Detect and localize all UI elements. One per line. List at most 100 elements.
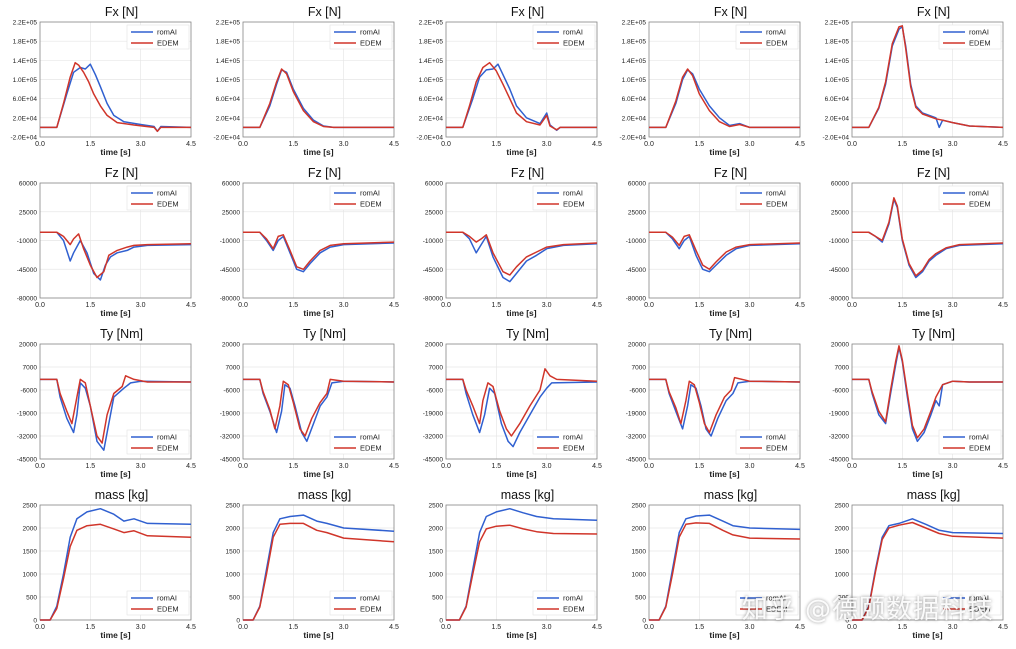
y-tick-label: 2.0E+04 [419, 115, 444, 122]
x-tick-label: 4.5 [592, 141, 602, 148]
x-tick-label: 3.0 [136, 624, 146, 631]
chart-title: Fx [N] [511, 5, 544, 19]
legend-box [329, 590, 393, 616]
plot-frame [242, 21, 395, 138]
y-tick-label: -10000 [626, 238, 647, 245]
chart-title: Ty [Nm] [303, 327, 346, 341]
y-tick-label: -32000 [423, 434, 444, 441]
series-line-edem [852, 521, 1004, 621]
chart-panel: Ty [Nm] 20000 7000 -6000 -19000 -32000 -45000 0… [812, 322, 1015, 483]
y-tick-label: 500 [229, 595, 240, 602]
y-tick-label: 1.0E+05 [825, 77, 850, 84]
series-line-romai [40, 231, 192, 281]
x-tick-label: 0.0 [238, 141, 248, 148]
series-line-romai [852, 346, 1003, 443]
x-tick-label: 4.5 [592, 463, 602, 470]
y-tick-label: 500 [838, 595, 849, 602]
legend-label: EDEM [157, 444, 179, 453]
y-tick-label: -32000 [17, 434, 38, 441]
legend-label: romAI [360, 433, 380, 442]
chart-panel: Fz [N] 60000 25000 -10000 -45000 -80000 0.0 1.5… [812, 161, 1015, 322]
x-axis-label: time [s] [100, 308, 130, 318]
series-line-edem [243, 522, 395, 621]
legend-label: romAI [563, 594, 583, 603]
x-tick-label: 3.0 [339, 141, 349, 148]
y-tick-label: 6.0E+04 [622, 96, 647, 103]
series-line-edem [852, 197, 1004, 277]
x-tick-label: 1.5 [694, 463, 704, 470]
y-tick-label: -6000 [20, 388, 37, 395]
chart-title: Fz [N] [105, 166, 138, 180]
y-tick-label: -80000 [829, 296, 850, 303]
chart-svg: Ty [Nm] 20000 7000 -6000 -19000 -32000 -450000… [423, 327, 602, 479]
y-tick-label: 1.8E+05 [825, 39, 850, 46]
legend-label: EDEM [969, 200, 991, 209]
x-axis-label: time [s] [100, 147, 130, 157]
y-tick-label: -6000 [629, 388, 646, 395]
legend-label: romAI [766, 594, 786, 603]
legend-label: romAI [360, 189, 380, 198]
y-tick-label: -45000 [17, 267, 38, 274]
x-tick-label: 0.0 [35, 302, 45, 309]
y-tick-label: 1500 [835, 549, 850, 556]
x-axis-label: time [s] [709, 469, 739, 479]
x-tick-label: 4.5 [186, 302, 196, 309]
y-tick-label: -2.0E+04 [619, 135, 646, 142]
y-tick-label: 2.2E+05 [825, 20, 850, 27]
chart-panel: mass [kg] 2500 2000 1500 1000 500 0 0.0 1.5 3.0 4.… [406, 483, 609, 644]
x-tick-label: 1.5 [85, 141, 95, 148]
y-tick-label: -80000 [220, 296, 241, 303]
x-tick-label: 4.5 [186, 141, 196, 148]
series-line-romai [446, 231, 598, 283]
legend-label: EDEM [766, 200, 788, 209]
y-tick-label: 1.0E+05 [216, 77, 241, 84]
legend-box [938, 429, 1002, 455]
y-tick-label: -45000 [423, 457, 444, 464]
y-tick-label: -19000 [220, 411, 241, 418]
x-tick-label: 0.0 [441, 624, 451, 631]
x-tick-label: 1.5 [897, 624, 907, 631]
series-line-edem [649, 231, 801, 271]
legend-box [126, 429, 190, 455]
x-tick-label: 0.0 [847, 463, 857, 470]
y-tick-label: -32000 [220, 434, 241, 441]
y-tick-label: 20000 [19, 342, 37, 349]
y-tick-label: -32000 [829, 434, 850, 441]
legend-label: EDEM [969, 39, 991, 48]
series-line-edem [852, 345, 1003, 439]
legend-label: EDEM [157, 605, 179, 614]
chart-title: mass [kg] [501, 488, 555, 502]
series-line-romai [852, 198, 1004, 279]
chart-title: Ty [Nm] [912, 327, 955, 341]
chart-title: Ty [Nm] [100, 327, 143, 341]
chart-title: mass [kg] [704, 488, 758, 502]
y-tick-label: -45000 [423, 267, 444, 274]
x-axis-label: time [s] [303, 147, 333, 157]
y-tick-label: 1500 [632, 549, 647, 556]
x-tick-label: 3.0 [948, 463, 958, 470]
legend-label: EDEM [360, 39, 382, 48]
x-axis-label: time [s] [506, 630, 536, 640]
chart-svg: Ty [Nm] 20000 7000 -6000 -19000 -32000 -450000… [220, 327, 399, 479]
y-tick-label: 1.8E+05 [216, 39, 241, 46]
chart-title: Fz [N] [917, 166, 950, 180]
y-tick-label: 25000 [19, 209, 37, 216]
y-tick-label: -19000 [829, 411, 850, 418]
x-tick-label: 1.5 [288, 302, 298, 309]
x-tick-label: 0.0 [238, 302, 248, 309]
legend-label: EDEM [766, 605, 788, 614]
plot-frame [851, 343, 1004, 460]
x-tick-label: 0.0 [35, 141, 45, 148]
legend-box [126, 185, 190, 211]
plot-frame [648, 343, 801, 460]
y-tick-label: -6000 [832, 388, 849, 395]
legend-box [329, 24, 393, 50]
legend-box [126, 24, 190, 50]
chart-svg: Fx [N] 2.2E+05 1.8E+05 1.4E+05 1.0E+05 6.0E+0… [416, 5, 602, 157]
y-tick-label: -80000 [626, 296, 647, 303]
plot-frame [445, 343, 598, 460]
plot-frame [648, 504, 801, 621]
legend-label: EDEM [563, 605, 585, 614]
x-tick-label: 3.0 [339, 463, 349, 470]
